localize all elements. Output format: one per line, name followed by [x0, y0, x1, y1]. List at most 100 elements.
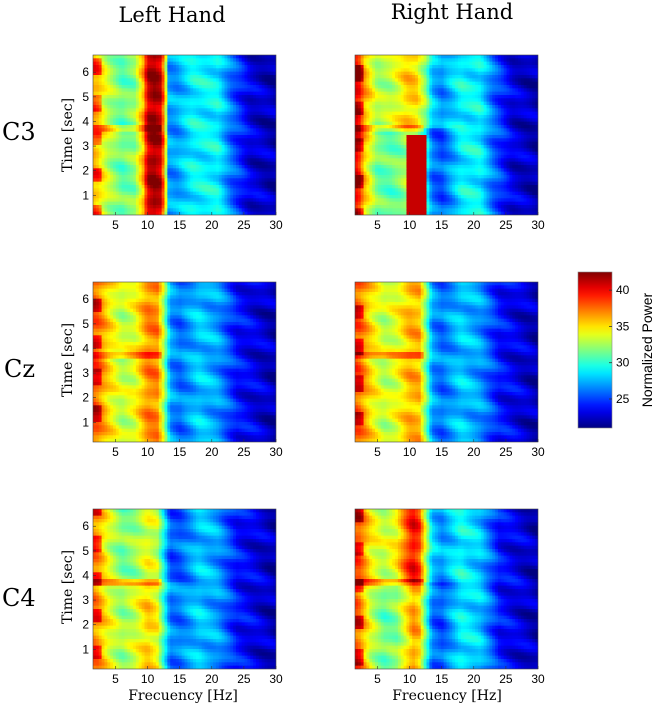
heatmap-cell	[167, 141, 171, 146]
heatmap-cell	[253, 148, 257, 153]
heatmap-cell	[409, 115, 413, 119]
heatmap-cell	[423, 65, 428, 69]
heatmap-cell	[449, 81, 453, 86]
heatmap-cell	[477, 98, 482, 103]
heatmap-cell	[535, 125, 538, 129]
heatmap-cell	[98, 201, 103, 206]
heatmap-cell	[466, 85, 470, 89]
heatmap-cell	[253, 85, 257, 89]
heatmap-cell	[475, 111, 479, 116]
heatmap-cell	[193, 155, 197, 159]
heatmap-cell	[397, 71, 402, 76]
heatmap-cell	[357, 125, 362, 129]
heatmap-cell	[138, 205, 143, 209]
heatmap-cell	[175, 161, 180, 166]
heatmap-cell	[377, 101, 382, 106]
heatmap-cell	[267, 141, 271, 146]
heatmap-cell	[153, 75, 157, 79]
heatmap-cell	[187, 171, 191, 176]
heatmap-cell	[221, 81, 226, 86]
heatmap-cell	[466, 141, 470, 146]
heatmap-cell	[503, 118, 508, 123]
heatmap-cell	[181, 95, 186, 99]
heatmap-cell	[517, 145, 522, 149]
heatmap-cell	[98, 125, 103, 129]
heatmap-cell	[520, 121, 525, 126]
heatmap-cell	[175, 171, 180, 176]
heatmap-cell	[250, 91, 254, 96]
heatmap-cell	[153, 208, 157, 213]
heatmap-cell	[201, 205, 206, 209]
heatmap-cell	[101, 208, 106, 213]
heatmap-cell	[113, 85, 117, 89]
heatmap-cell	[273, 78, 276, 83]
heatmap-cell	[357, 58, 362, 63]
heatmap-cell	[127, 211, 131, 215]
heatmap-cell	[261, 55, 266, 59]
heatmap-cell	[532, 58, 536, 63]
heatmap-cell	[406, 91, 410, 96]
heatmap-cell	[98, 148, 103, 153]
heatmap-cell	[153, 165, 157, 169]
heatmap-cell	[503, 141, 508, 146]
heatmap-cell	[233, 201, 237, 206]
heatmap-cell	[372, 65, 376, 69]
heatmap-cell	[193, 158, 197, 163]
heatmap-cell	[218, 195, 223, 199]
heatmap-cell	[138, 161, 143, 166]
heatmap-cell	[241, 65, 246, 69]
heatmap-cell	[124, 141, 128, 146]
heatmap-cell	[369, 91, 373, 96]
heatmap-cell	[377, 61, 382, 66]
heatmap-cell	[517, 141, 522, 146]
heatmap-cell	[167, 165, 171, 169]
heatmap-cell	[523, 118, 528, 123]
heatmap-cell	[463, 135, 468, 139]
heatmap-cell	[158, 175, 163, 179]
heatmap-cell	[270, 158, 274, 163]
heatmap-cell	[127, 201, 131, 206]
heatmap-cell	[207, 138, 211, 143]
heatmap-cell	[417, 111, 422, 116]
heatmap-cell	[93, 81, 97, 86]
heatmap-cell	[395, 101, 399, 106]
heatmap-cell	[440, 141, 445, 146]
heatmap-cell	[377, 55, 382, 59]
heatmap-cell	[446, 105, 450, 109]
heatmap-cell	[392, 118, 396, 123]
heatmap-cell	[446, 55, 450, 59]
heatmap-cell	[133, 58, 137, 63]
heatmap-cell	[227, 155, 231, 159]
heatmap-cell	[161, 178, 166, 183]
heatmap-cell	[389, 151, 393, 156]
heatmap-cell	[403, 141, 408, 146]
heatmap-cell	[144, 175, 148, 179]
heatmap-cell	[121, 185, 126, 189]
heatmap-cell	[486, 88, 490, 93]
heatmap-cell	[133, 165, 137, 169]
heatmap-cell	[415, 118, 419, 123]
heatmap-cell	[475, 145, 479, 149]
heatmap-cell	[135, 165, 140, 169]
heatmap-cell	[244, 161, 249, 166]
heatmap-cell	[449, 108, 453, 113]
heatmap-cell	[227, 165, 231, 169]
heatmap-cell	[435, 125, 439, 129]
heatmap-cell	[440, 61, 445, 66]
heatmap-cell	[486, 101, 490, 106]
heatmap-cell	[460, 118, 465, 123]
heatmap-cell	[193, 75, 197, 79]
heatmap-cell	[495, 115, 499, 119]
heatmap-cell	[264, 91, 269, 96]
heatmap-cell	[264, 121, 269, 126]
heatmap-cell	[93, 205, 97, 209]
heatmap-cell	[386, 135, 390, 139]
heatmap-cell	[372, 121, 376, 126]
heatmap-cell	[184, 101, 188, 106]
heatmap-cell	[255, 118, 260, 123]
heatmap-cell	[392, 101, 396, 106]
heatmap-cell	[161, 115, 166, 119]
heatmap-cell	[415, 71, 419, 76]
heatmap-cell	[233, 195, 237, 199]
heatmap-cell	[386, 111, 390, 116]
